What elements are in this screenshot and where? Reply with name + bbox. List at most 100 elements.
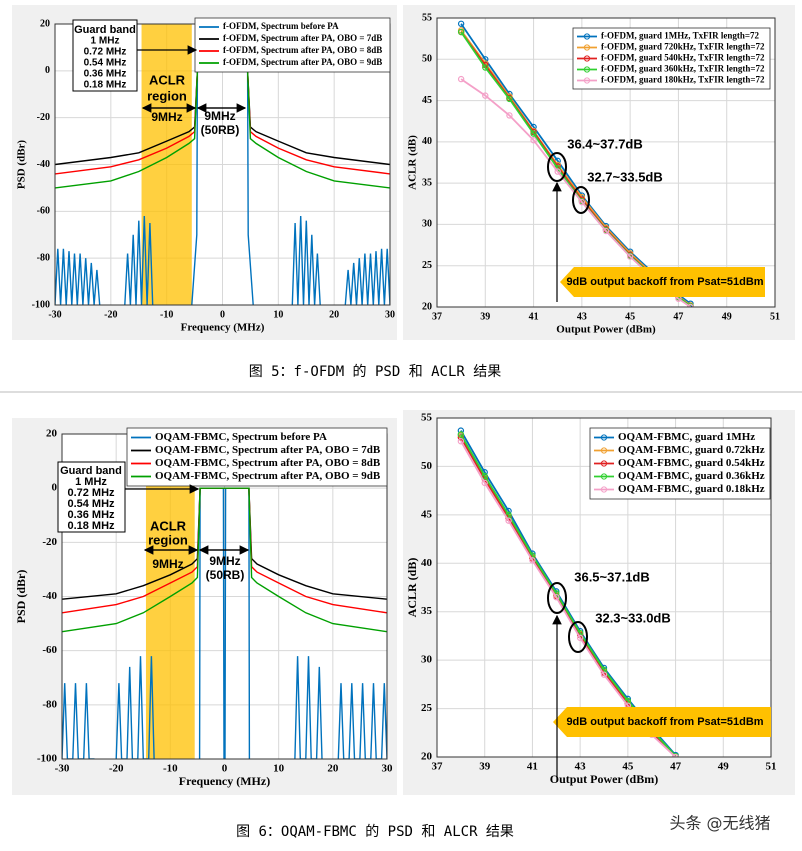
point — [482, 64, 489, 71]
x-tick-label: 37 — [432, 761, 444, 773]
y-tick-label: 40 — [421, 557, 433, 569]
y-tick-label: -100 — [37, 753, 58, 765]
legend-marker — [600, 447, 608, 454]
legend-marker — [600, 486, 608, 493]
x-tick-label: -10 — [163, 763, 178, 775]
legend-label: OQAM-FBMC, guard 0.54kHz — [618, 457, 765, 469]
y-tick-label: 20 — [421, 751, 433, 763]
y-tick-label: -60 — [37, 206, 50, 217]
x-tick-label: 37 — [432, 311, 442, 322]
legend-box — [589, 427, 771, 500]
point — [602, 227, 610, 235]
point — [481, 479, 488, 487]
legend-label: OQAM-FBMC, Spectrum after PA, OBO = 9dB — [155, 470, 381, 482]
legend-label: f-OFDM, guard 540kHz, TxFIR length=72 — [601, 53, 765, 63]
legend-label: f-OFDM, guard 720kHz, TxFIR length=72 — [601, 42, 765, 52]
y-tick-label: 50 — [422, 54, 432, 65]
y-tick-label: -100 — [32, 299, 50, 310]
point — [626, 253, 634, 260]
point — [554, 168, 561, 175]
point — [506, 112, 513, 119]
highlight-ellipse — [568, 621, 588, 653]
legend-label: f-OFDM, Spectrum before PA — [223, 21, 339, 31]
y-axis-label: ACLR (dB) — [405, 558, 419, 618]
legend-label: f-OFDM, Spectrum after PA, OBO = 9dB — [223, 57, 382, 67]
legend-marker — [583, 44, 591, 51]
x-tick-label: 49 — [718, 761, 730, 773]
annotation: region — [148, 532, 188, 547]
watermark: 头条 @无线猪 — [669, 814, 770, 833]
plot-layer — [62, 434, 387, 759]
point — [506, 95, 513, 103]
x-axis-label: Output Power (dBm) — [556, 324, 656, 336]
series-line — [62, 487, 387, 759]
point — [530, 130, 537, 137]
x-tick-label: 30 — [385, 309, 395, 320]
x-tick-label: -20 — [109, 763, 124, 775]
annotation: 0.36 MHz — [84, 69, 127, 80]
point — [600, 671, 608, 678]
legend-label: OQAM-FBMC, guard 0.72kHz — [618, 444, 765, 456]
point — [576, 634, 584, 642]
annotation: 0.72 MHz — [67, 487, 115, 499]
legend-marker — [600, 460, 608, 467]
x-tick-label: 49 — [722, 311, 732, 322]
legend-marker — [583, 66, 591, 73]
annotation: 9MHz — [151, 110, 182, 124]
x-tick-label: 45 — [625, 311, 635, 322]
point — [457, 20, 465, 27]
x-tick-label: 10 — [273, 763, 285, 775]
guard-band-box — [57, 461, 126, 533]
caption: 图 6：OQAM-FBMC 的 PSD 和 ALCR 结果 — [236, 824, 514, 840]
legend-label: f-OFDM, guard 1MHz, TxFIR length=72 — [601, 31, 759, 41]
highlight-ellipse — [572, 186, 590, 214]
legend-marker — [583, 55, 591, 62]
point — [481, 472, 488, 480]
y-tick-label: -80 — [42, 698, 57, 710]
guard-band-box — [72, 19, 138, 92]
annotation: 0.18 MHz — [84, 80, 127, 91]
legend-box — [194, 17, 391, 73]
annotation: 0.54 MHz — [67, 498, 115, 510]
y-tick-label: 30 — [421, 654, 433, 666]
point — [482, 92, 489, 99]
x-tick-label: 43 — [575, 761, 587, 773]
plot-border — [436, 417, 772, 758]
legend-label: f-OFDM, Spectrum after PA, OBO = 7dB — [223, 33, 382, 43]
callout-banner — [560, 267, 765, 297]
y-tick-label: 35 — [422, 177, 432, 188]
y-tick-label: -80 — [37, 252, 50, 263]
x-tick-label: 20 — [327, 763, 339, 775]
x-tick-label: 43 — [577, 311, 587, 322]
annotation: 0.54 MHz — [84, 58, 127, 69]
y-tick-label: 30 — [422, 219, 432, 230]
series-line — [62, 487, 387, 633]
annotation: Guard band — [74, 24, 136, 36]
y-tick-label: 45 — [422, 95, 432, 106]
annotation: region — [147, 88, 187, 103]
point — [553, 593, 560, 601]
callout-banner — [553, 707, 771, 737]
y-tick-label: 20 — [46, 428, 58, 440]
legend-label: OQAM-FBMC, guard 1MHz — [618, 431, 755, 443]
y-tick-label: 20 — [422, 301, 432, 312]
x-axis-label: Frequency (MHz) — [179, 774, 270, 788]
legend-label: f-OFDM, guard 360kHz, TxFIR length=72 — [601, 64, 765, 74]
legend-label: f-OFDM, guard 180kHz, TxFIR length=72 — [601, 75, 765, 85]
caption: 图 5：f-OFDM 的 PSD 和 ACLR 结果 — [249, 364, 502, 380]
x-tick-label: 47 — [670, 761, 682, 773]
annotation: ACLR — [149, 72, 186, 87]
point — [457, 438, 465, 445]
legend-label: f-OFDM, Spectrum after PA, OBO = 8dB — [223, 45, 382, 55]
annotation: 9dB output backoff from Psat=51dBm — [566, 716, 763, 728]
x-tick-label: 45 — [622, 761, 634, 773]
x-tick-label: 39 — [480, 311, 490, 322]
x-tick-label: 20 — [329, 309, 339, 320]
legend-marker — [600, 473, 608, 480]
annotation: Guard band — [60, 465, 122, 477]
annotation: 36.5~37.1dB — [574, 569, 650, 584]
annotation: 32.3~33.0dB — [595, 610, 671, 625]
y-axis-label: PSD (dBr) — [16, 140, 28, 190]
point — [457, 28, 465, 36]
